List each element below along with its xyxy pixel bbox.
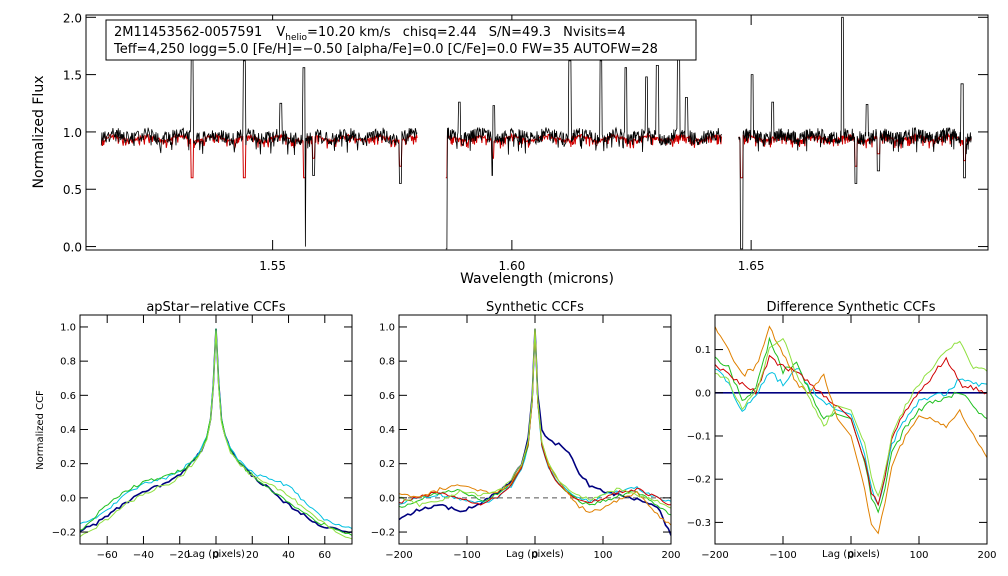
ccf-line-visit-2 [80, 328, 352, 530]
y-tick-label: 0.4 [379, 425, 395, 436]
ccf-line-visit-3 [399, 328, 671, 516]
apstar-ccf-title: apStar−relative CCFs [146, 300, 286, 315]
vhelio-value: =10.20 km/s [307, 25, 391, 40]
spectrum-x-axis-title: Wavelength (microns) [460, 271, 614, 287]
y-tick-label: 0.6 [60, 391, 76, 402]
x-tick-label: 60 [318, 550, 331, 561]
apstar-ccf-y-axis-title: Normalized CCF [35, 390, 46, 470]
x-tick-label: 100 [593, 550, 612, 561]
synthetic-ccf-panel: Synthetic CCFs −200 −100 0 100 200 −0.2 0.0 0.2… [371, 300, 681, 561]
ccf-line-visit-1 [80, 328, 352, 534]
ccf-line-visit-2 [715, 368, 987, 507]
y-tick-label: 0.1 [695, 345, 711, 356]
snr-value: S/N=49.3 [489, 25, 551, 40]
x-tick-label: 1.60 [499, 259, 526, 273]
ccf-line-visit-6 [715, 337, 987, 498]
y-tick-label: −0.3 [687, 518, 711, 529]
x-tick-label: −20 [169, 550, 190, 561]
x-tick-label: 40 [282, 550, 295, 561]
ccf-line-visit-3 [80, 328, 352, 536]
y-tick-label: 0.5 [63, 183, 82, 197]
x-tick-label: −60 [97, 550, 118, 561]
difference-ccf-panel: Difference Synthetic CCFs −200 −100 0 100 20… [687, 300, 997, 561]
synthetic-ccf-frame [398, 314, 672, 545]
vhelio-symbol: V [276, 25, 285, 40]
x-tick-label: −40 [133, 550, 154, 561]
apstar-ccf-frame [79, 314, 353, 545]
ccf-line-visit-4 [399, 328, 671, 506]
y-tick-label: 0.8 [379, 357, 395, 368]
chisq-value: chisq=2.44 [403, 25, 477, 40]
ccf-line-visit-2 [399, 328, 671, 505]
x-tick-label: 200 [661, 550, 680, 561]
object-id: 2M11453562-0057591 [114, 25, 262, 40]
difference-ccf-ticks: −200 −100 0 100 200 −0.3 −0.2 −0.1 0.0 0.1 [687, 315, 997, 561]
difference-ccf-x-axis-title: Lag (pixels) [822, 549, 880, 560]
nvisits-value: Nvisits=4 [563, 25, 625, 40]
y-tick-label: 0.0 [63, 241, 82, 255]
y-tick-label: −0.1 [687, 431, 711, 442]
vhelio-subscript: helio [285, 33, 307, 43]
difference-ccf-frame [714, 314, 988, 545]
y-tick-label: 0.2 [60, 459, 76, 470]
x-tick-label: 0 [532, 550, 538, 561]
x-tick-label: 1.65 [738, 259, 765, 273]
y-tick-label: 0.0 [695, 388, 711, 399]
y-tick-label: 2.0 [63, 11, 82, 25]
x-tick-label: 0 [848, 550, 854, 561]
difference-ccf-title: Difference Synthetic CCFs [766, 300, 935, 315]
star-info-line-2: Teff=4,250 logg=5.0 [Fe/H]=−0.50 [alpha/… [113, 42, 658, 57]
x-tick-label: 1.55 [259, 259, 286, 273]
ccf-line-visit-6 [399, 328, 671, 509]
ccf-line-visit-1 [399, 328, 671, 536]
y-tick-label: −0.2 [371, 528, 395, 539]
apstar-ccf-ticks: −60 −40 −20 0 20 40 60 −0.2 0.0 0.2 0.4 0.6 0.8 1.0 [52, 315, 352, 561]
spectrum-panel: 1.55 1.60 1.65 0.0 0.5 1.0 1.5 2.0 2M11453562-0… [31, 11, 989, 287]
y-tick-label: 0.2 [379, 459, 395, 470]
synthetic-ccf-x-axis-title: Lag (pixels) [506, 549, 564, 560]
synthetic-ccf-curves [399, 328, 671, 536]
y-tick-label: 0.8 [60, 357, 76, 368]
apstar-ccf-panel: apStar−relative CCFs −60 −40 −20 0 20 40 60 −0.… [35, 300, 353, 561]
spectrum-plot-frame [85, 14, 989, 251]
ccf-line-visit-5 [715, 325, 987, 535]
y-tick-label: 0.0 [60, 493, 76, 504]
ccf-line-visit-3 [715, 336, 987, 514]
observed-spectrum-line [738, 16, 972, 250]
x-tick-label: −200 [385, 550, 412, 561]
x-tick-label: 0 [213, 550, 219, 561]
spectrum-curves [100, 16, 972, 250]
ccf-line-visit-4 [715, 354, 987, 507]
x-tick-label: −100 [769, 550, 796, 561]
x-tick-label: −200 [701, 550, 728, 561]
y-tick-label: 0.6 [379, 391, 395, 402]
difference-ccf-curves [715, 325, 987, 535]
apstar-ccf-curves [80, 328, 352, 540]
y-tick-label: 0.4 [60, 425, 76, 436]
synthetic-ccf-title: Synthetic CCFs [486, 300, 584, 315]
observed-spectrum-line [100, 59, 418, 247]
observed-spectrum-line [445, 53, 722, 250]
y-tick-label: 1.5 [63, 69, 82, 83]
x-tick-label: 100 [909, 550, 928, 561]
y-tick-label: 1.0 [379, 322, 395, 333]
ccf-line-visit-4 [80, 330, 352, 540]
synthetic-ccf-ticks: −200 −100 0 100 200 −0.2 0.0 0.2 0.4 0.6 0.8 1.0 [371, 315, 681, 561]
apstar-ccf-x-axis-title: Lag (pixels) [187, 549, 245, 560]
y-tick-label: 1.0 [60, 322, 76, 333]
y-tick-label: −0.2 [52, 528, 76, 539]
x-tick-label: 20 [246, 550, 259, 561]
star-info-line-1: 2M11453562-0057591 Vhelio=10.20 km/s chi… [114, 25, 626, 43]
y-tick-label: −0.2 [687, 475, 711, 486]
x-tick-label: 200 [977, 550, 996, 561]
ccf-line-visit-5 [399, 328, 671, 526]
star-parameters-box [105, 19, 697, 61]
y-tick-label: 0.0 [379, 493, 395, 504]
y-tick-label: 1.0 [63, 126, 82, 140]
x-tick-label: −100 [453, 550, 480, 561]
spectrum-y-axis-title: Normalized Flux [31, 76, 47, 189]
